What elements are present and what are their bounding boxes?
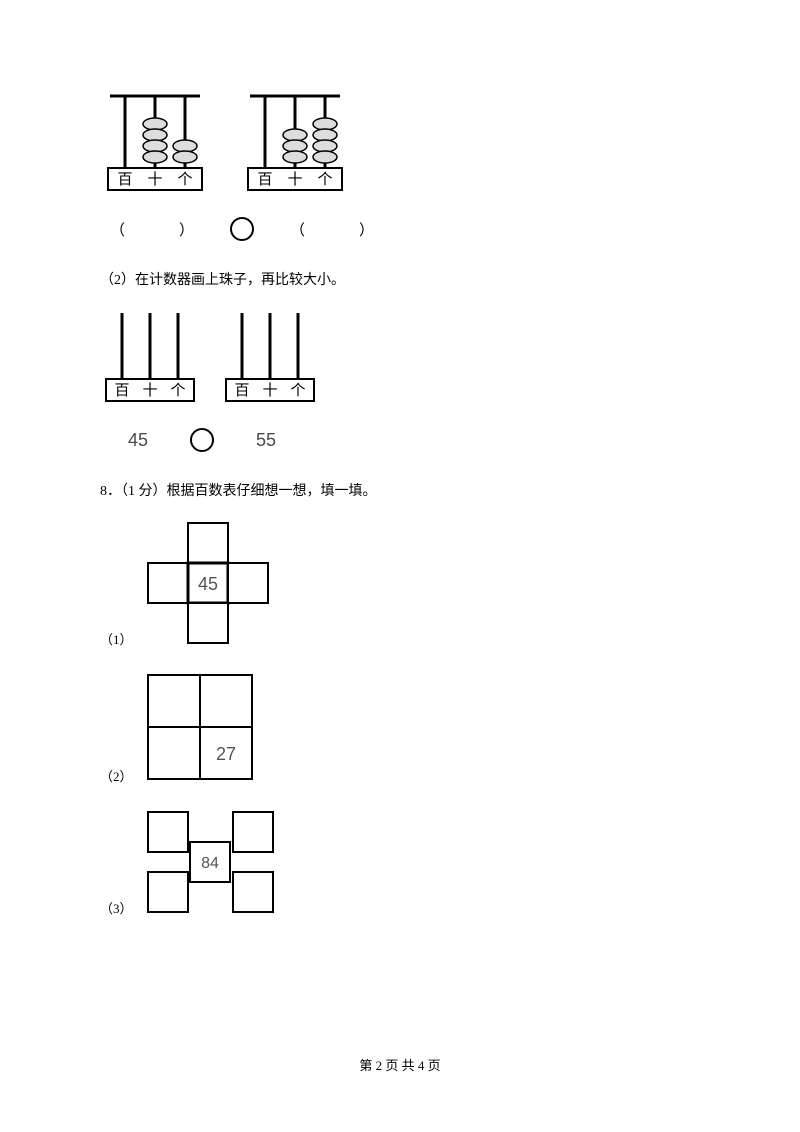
abacus-2: 百 十 个 xyxy=(240,90,350,205)
svg-text:个: 个 xyxy=(170,382,185,399)
grid-3: （3） 84 xyxy=(100,807,700,917)
compare-row-1: （ ） （ ） xyxy=(100,217,700,241)
grid2-center: 27 xyxy=(216,744,236,764)
paren-r1: ） xyxy=(179,219,194,240)
svg-text:十: 十 xyxy=(287,171,302,188)
grid-1-label: （1） xyxy=(100,629,133,648)
svg-text:十: 十 xyxy=(262,382,277,399)
page-footer: 第 2 页 共 4 页 xyxy=(0,1055,800,1074)
compare2-right: 55 xyxy=(256,430,276,451)
grid1-center: 45 xyxy=(198,574,218,594)
grid-1: （1） 45 xyxy=(100,518,700,648)
compare-row-2: 45 55 xyxy=(100,428,700,452)
svg-text:个: 个 xyxy=(290,382,305,399)
compare-circle-2[interactable] xyxy=(190,428,214,452)
svg-text:百: 百 xyxy=(234,383,249,399)
grid3-center: 84 xyxy=(201,855,219,872)
svg-text:个: 个 xyxy=(317,171,332,188)
q8-text: 8．（1 分）根据百数表仔细想一想，填一填。 xyxy=(100,480,700,500)
empty-abacus-row: 百 十 个 百 十 个 xyxy=(100,311,700,416)
grid-2-label: （2） xyxy=(100,766,133,785)
q7-2-text: （2）在计数器画上珠子，再比较大小。 xyxy=(100,269,700,289)
svg-text:十: 十 xyxy=(147,171,162,188)
abacus-with-beads-row: 百 十 个 百 十 xyxy=(100,90,700,205)
abacus-empty-2: 百 十 个 xyxy=(220,311,320,416)
svg-text:个: 个 xyxy=(177,171,192,188)
paren-r2: ） xyxy=(359,219,374,240)
svg-text:十: 十 xyxy=(142,382,157,399)
abacus-empty-1: 百 十 个 xyxy=(100,311,200,416)
abacus-1: 百 十 个 xyxy=(100,90,210,205)
paren-l1: （ xyxy=(110,219,125,240)
svg-text:百: 百 xyxy=(257,172,272,188)
abacus-label-bai: 百 xyxy=(117,172,132,188)
grid-2: （2） 27 xyxy=(100,670,700,785)
svg-text:百: 百 xyxy=(114,383,129,399)
paren-l2: （ xyxy=(290,219,305,240)
compare2-left: 45 xyxy=(128,430,148,451)
compare-circle-1[interactable] xyxy=(230,217,254,241)
grid-3-label: （3） xyxy=(100,898,133,917)
